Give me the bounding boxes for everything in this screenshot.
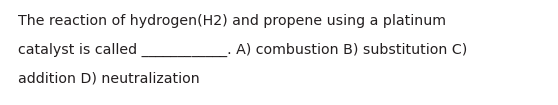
Text: addition D) neutralization: addition D) neutralization bbox=[18, 72, 200, 86]
Text: catalyst is called ____________. A) combustion B) substitution C): catalyst is called ____________. A) comb… bbox=[18, 43, 467, 57]
Text: The reaction of hydrogen(H2) and propene using a platinum: The reaction of hydrogen(H2) and propene… bbox=[18, 14, 446, 28]
